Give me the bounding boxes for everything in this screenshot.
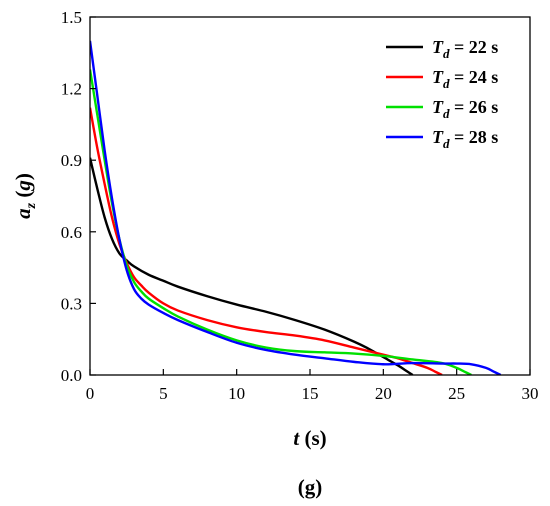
x-tick-label: 15 (302, 384, 319, 403)
y-tick-label: 0.0 (61, 366, 82, 385)
legend-label-1: Td = 22 s (432, 37, 498, 61)
y-tick-label: 1.5 (61, 8, 82, 27)
series-line-2 (90, 107, 443, 375)
x-axis-variable: t (293, 426, 300, 450)
y-axis-subscript: z (24, 202, 39, 209)
y-tick-label: 0.3 (61, 294, 82, 313)
y-axis-title: az (g) (11, 173, 39, 219)
legend-label-4: Td = 28 s (432, 127, 498, 151)
legend-label-2: Td = 24 s (432, 67, 498, 91)
series-line-4 (90, 40, 502, 375)
ticks-layer: 0 5 10 15 20 25 30 0.0 0.3 0.6 0.9 1.2 1.5 (61, 8, 539, 403)
x-tick-label: 10 (228, 384, 245, 403)
x-axis-title: t (s) (293, 426, 326, 450)
x-axis-unit: (s) (299, 426, 326, 450)
x-tick-label: 30 (522, 384, 539, 403)
series-line-1 (90, 157, 414, 375)
legend-label-3: Td = 26 s (432, 97, 498, 121)
legend: Td = 22 s Td = 24 s Td = 26 s Td = 28 s (386, 37, 498, 151)
series-line-3 (90, 69, 472, 375)
y-axis-unit-open: ( (11, 191, 35, 203)
x-tick-label: 20 (375, 384, 392, 403)
x-tick-label: 25 (448, 384, 465, 403)
series-layer (90, 40, 502, 375)
x-tick-label: 0 (86, 384, 95, 403)
y-axis-unit-variable: g (11, 180, 35, 192)
y-tick-label: 1.2 (61, 80, 82, 99)
panel-label: (g) (298, 475, 323, 499)
x-tick-label: 5 (159, 384, 168, 403)
y-axis-unit-close: ) (11, 173, 35, 180)
y-tick-label: 0.9 (61, 151, 82, 170)
y-axis-variable: a (11, 208, 35, 219)
y-tick-label: 0.6 (61, 223, 82, 242)
